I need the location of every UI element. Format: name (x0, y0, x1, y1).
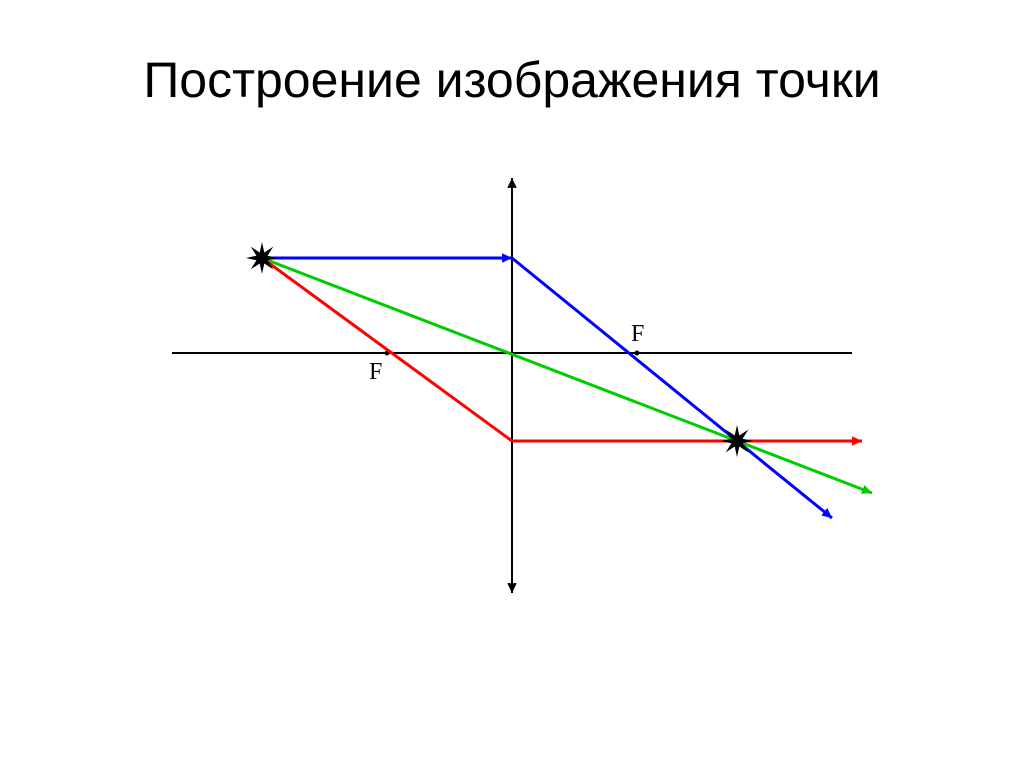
point-marker (246, 242, 278, 274)
focal-label: F (631, 321, 644, 347)
point-marker (721, 425, 753, 457)
page-title: Построение изображения точки (0, 34, 1024, 110)
ray-diagram: FF (0, 143, 1024, 623)
focal-label: F (369, 359, 382, 385)
diagram-svg: FF (132, 143, 892, 623)
